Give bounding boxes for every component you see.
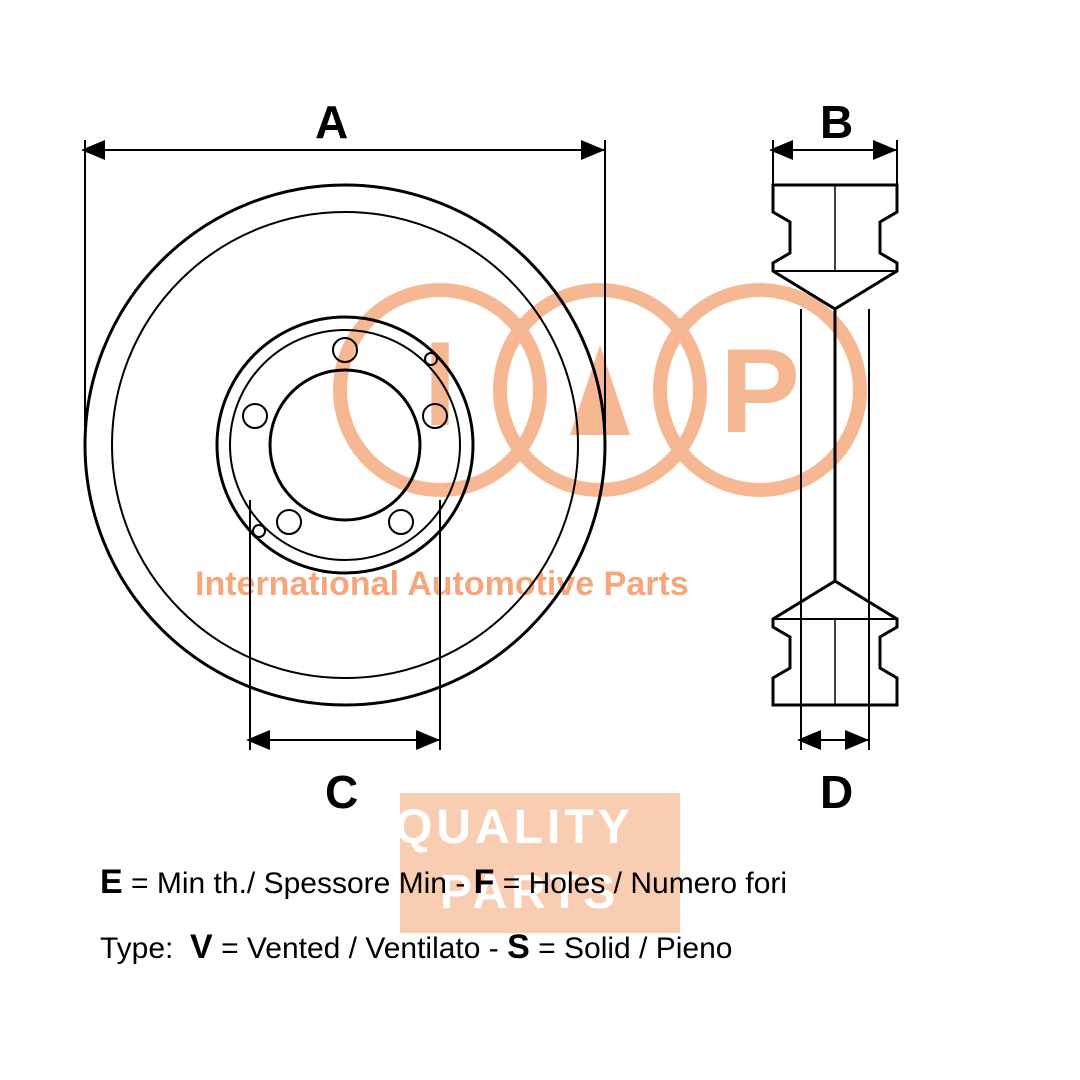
legend-F-val: = Holes / Numero fori (494, 867, 787, 900)
legend-E-key: E (100, 863, 123, 901)
legend-dash-1: - (447, 867, 474, 900)
legend-S-val: = Solid / Pieno (530, 932, 733, 965)
dim-label-a: A (315, 95, 348, 149)
legend-line-1: E = Min th./ Spessore Min - F = Holes / … (100, 850, 787, 915)
dim-label-d: D (820, 765, 853, 819)
legend-block: E = Min th./ Spessore Min - F = Holes / … (100, 850, 787, 979)
legend-V-val: = Vented / Ventilato (213, 932, 481, 965)
dim-label-b: B (820, 95, 853, 149)
dim-label-c: C (325, 765, 358, 819)
legend-type-key: Type: (100, 932, 173, 965)
legend-dash-2: - (480, 932, 507, 965)
legend-F-key: F (474, 863, 495, 901)
legend-S-key: S (507, 928, 530, 966)
legend-line-2: Type: V = Vented / Ventilato - S = Solid… (100, 915, 787, 980)
legend-E-val: = Min th./ Spessore Min (123, 867, 447, 900)
legend-V-key: V (190, 928, 213, 966)
